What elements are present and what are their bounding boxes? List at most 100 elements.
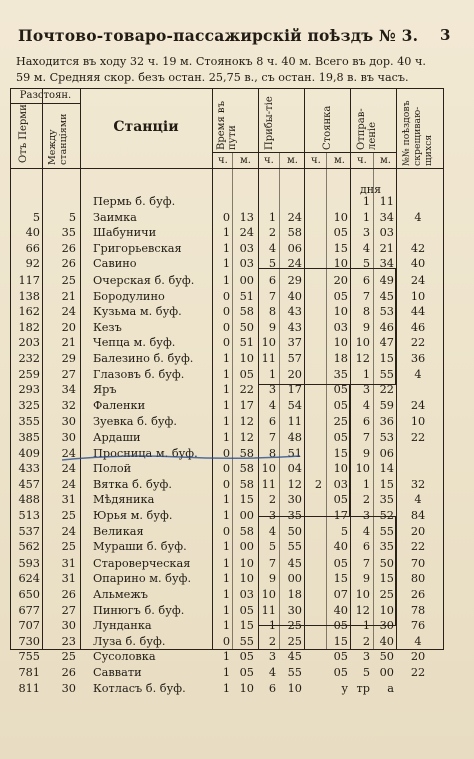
cell-crossing-trains: 4 bbox=[414, 367, 422, 381]
cell-between: 31 bbox=[61, 493, 76, 507]
cell-crossing-trains: 36 bbox=[410, 352, 426, 365]
header-crossing-trains: №№ поѣздовъ скрещиваю-щихся bbox=[401, 100, 434, 167]
cell-station: Великая bbox=[93, 524, 144, 538]
cell-station: Кузьма м. буф. bbox=[93, 305, 182, 319]
cell-departure-hours: 3 bbox=[362, 383, 370, 397]
cell-departure-hours: 1 bbox=[362, 367, 370, 381]
cell-arrival-hours: 2 bbox=[268, 634, 276, 648]
cell-travel-hours: 1 bbox=[222, 415, 230, 429]
cell-arrival-minutes: 48 bbox=[287, 431, 302, 444]
cell-crossing-trains bbox=[400, 225, 436, 241]
cell-departure-minutes: 21 bbox=[379, 241, 394, 255]
cell-travel-minutes bbox=[234, 194, 254, 210]
cell-stop-hours bbox=[306, 634, 322, 650]
page-title: Почтово-товаро-пассажирскій поѣздъ № 3. bbox=[18, 26, 419, 45]
cell-arrival-hours: 9 bbox=[268, 572, 276, 586]
cell-departure-minutes: 25 bbox=[379, 588, 394, 601]
cell-travel-hours: 1 bbox=[222, 572, 230, 586]
cell-stop-minutes: 40 bbox=[333, 603, 348, 617]
cell-station: Староверческая bbox=[93, 556, 191, 570]
cell-station: Сусоловка bbox=[93, 650, 156, 664]
cell-travel-hours: 1 bbox=[222, 603, 230, 617]
cell-travel-hours: 0 bbox=[222, 462, 230, 476]
cell-departure-hours: 2 bbox=[362, 493, 370, 507]
cell-stop-minutes: 05 bbox=[333, 493, 348, 507]
cell-crossing-trains: 20 bbox=[410, 650, 426, 664]
cell-arrival-hours: 7 bbox=[268, 431, 276, 444]
cell-between: 32 bbox=[61, 398, 76, 412]
cell-arrival-minutes: 12 bbox=[287, 477, 302, 491]
cell-departure-hours: 6 bbox=[362, 540, 370, 554]
cell-travel-hours bbox=[214, 194, 230, 210]
cell-departure-hours: 3 bbox=[362, 650, 370, 664]
cell-from-perm bbox=[10, 194, 40, 210]
cell-stop-minutes: 17 bbox=[333, 509, 348, 522]
cell-station: Яръ bbox=[93, 383, 117, 397]
cell-stop-minutes: 05 bbox=[333, 666, 348, 679]
cell-from-perm: 259 bbox=[18, 367, 40, 381]
cell-station: Мѣдяника bbox=[93, 493, 155, 507]
cell-from-perm: 707 bbox=[18, 619, 40, 633]
cell-stop-hours bbox=[306, 225, 322, 241]
cell-from-perm: 593 bbox=[18, 556, 40, 570]
cell-from-perm: 293 bbox=[18, 383, 40, 397]
cell-arrival-minutes: 58 bbox=[287, 226, 302, 240]
cell-between: 25 bbox=[61, 540, 76, 554]
cell-travel-hours: 1 bbox=[222, 352, 230, 365]
cell-station: Григорьевская bbox=[93, 241, 182, 255]
cell-stop-minutes: 05 bbox=[333, 556, 348, 570]
cell-from-perm: 755 bbox=[18, 650, 40, 664]
cell-departure-hours: 6 bbox=[362, 415, 370, 429]
cell-arrival-minutes: 25 bbox=[287, 634, 302, 648]
cell-between: 23 bbox=[61, 634, 76, 648]
cell-travel-minutes: 51 bbox=[239, 336, 254, 350]
cell-departure-hours: 9 bbox=[362, 320, 370, 334]
cell-from-perm: 385 bbox=[18, 431, 40, 444]
cell-between: 31 bbox=[61, 556, 76, 570]
cell-station: Шабуничи bbox=[93, 226, 157, 240]
train-info: Находится въ ходу 32 ч. 19 м. Стоянокъ 8… bbox=[16, 54, 468, 85]
cell-between: 26 bbox=[61, 241, 76, 255]
cell-station: Балезино б. буф. bbox=[93, 352, 194, 365]
cell-crossing-trains: 4 bbox=[414, 493, 422, 507]
cell-from-perm: 562 bbox=[18, 540, 40, 554]
cell-crossing-trains: 4 bbox=[414, 210, 422, 224]
cell-station: Саввати bbox=[93, 666, 142, 679]
cell-departure-minutes: 34 bbox=[379, 257, 394, 271]
cell-departure-hours: 1 bbox=[362, 195, 370, 208]
cell-station: Юрья м. буф. bbox=[93, 509, 173, 522]
cell-arrival-hours: 1 bbox=[268, 210, 276, 224]
cell-departure-hours: 4 bbox=[362, 524, 370, 538]
cell-travel-minutes: 05 bbox=[239, 650, 254, 664]
cell-departure-minutes: 15 bbox=[379, 352, 394, 365]
cell-travel-minutes: 05 bbox=[239, 666, 254, 679]
header-travel-time: Время въ пути bbox=[216, 101, 238, 150]
header-distance: Разстоян. bbox=[19, 90, 72, 101]
cell-departure-hours: 12 bbox=[355, 603, 370, 617]
cell-crossing-trains: 46 bbox=[410, 320, 426, 334]
cell-between: 30 bbox=[61, 415, 76, 429]
cell-stop-hours bbox=[306, 210, 322, 226]
cell-crossing-trains: 76 bbox=[410, 619, 426, 633]
header-stations: Станціи bbox=[113, 119, 179, 135]
cell-between: 20 bbox=[61, 320, 76, 334]
cell-between: 25 bbox=[61, 274, 76, 287]
cell-travel-hours: 1 bbox=[222, 383, 230, 397]
cell-arrival-minutes: 24 bbox=[287, 210, 302, 224]
cell-arrival-hours: 1 bbox=[268, 367, 276, 381]
cell-travel-minutes: 10 bbox=[239, 556, 254, 570]
cell-travel-minutes: 10 bbox=[239, 681, 254, 695]
cell-arrival-minutes: 10 bbox=[287, 681, 302, 695]
cell-travel-minutes: 03 bbox=[239, 257, 254, 271]
cell-stop-hours: 2 bbox=[314, 477, 322, 491]
cell-from-perm: 325 bbox=[18, 398, 40, 412]
cell-departure-hours: 9 bbox=[362, 446, 370, 460]
cell-arrival-minutes: 11 bbox=[287, 415, 302, 429]
cell-arrival-hours: 7 bbox=[268, 556, 276, 570]
cell-arrival-hours: 2 bbox=[268, 493, 276, 507]
cell-travel-minutes: 00 bbox=[239, 274, 254, 287]
cell-departure-minutes: 35 bbox=[379, 493, 394, 507]
cell-departure-minutes: 34 bbox=[379, 210, 394, 224]
cell-travel-hours: 0 bbox=[222, 210, 230, 224]
train-info-line: 59 м. Средняя скор. безъ остан. 25,75 в.… bbox=[16, 70, 409, 84]
